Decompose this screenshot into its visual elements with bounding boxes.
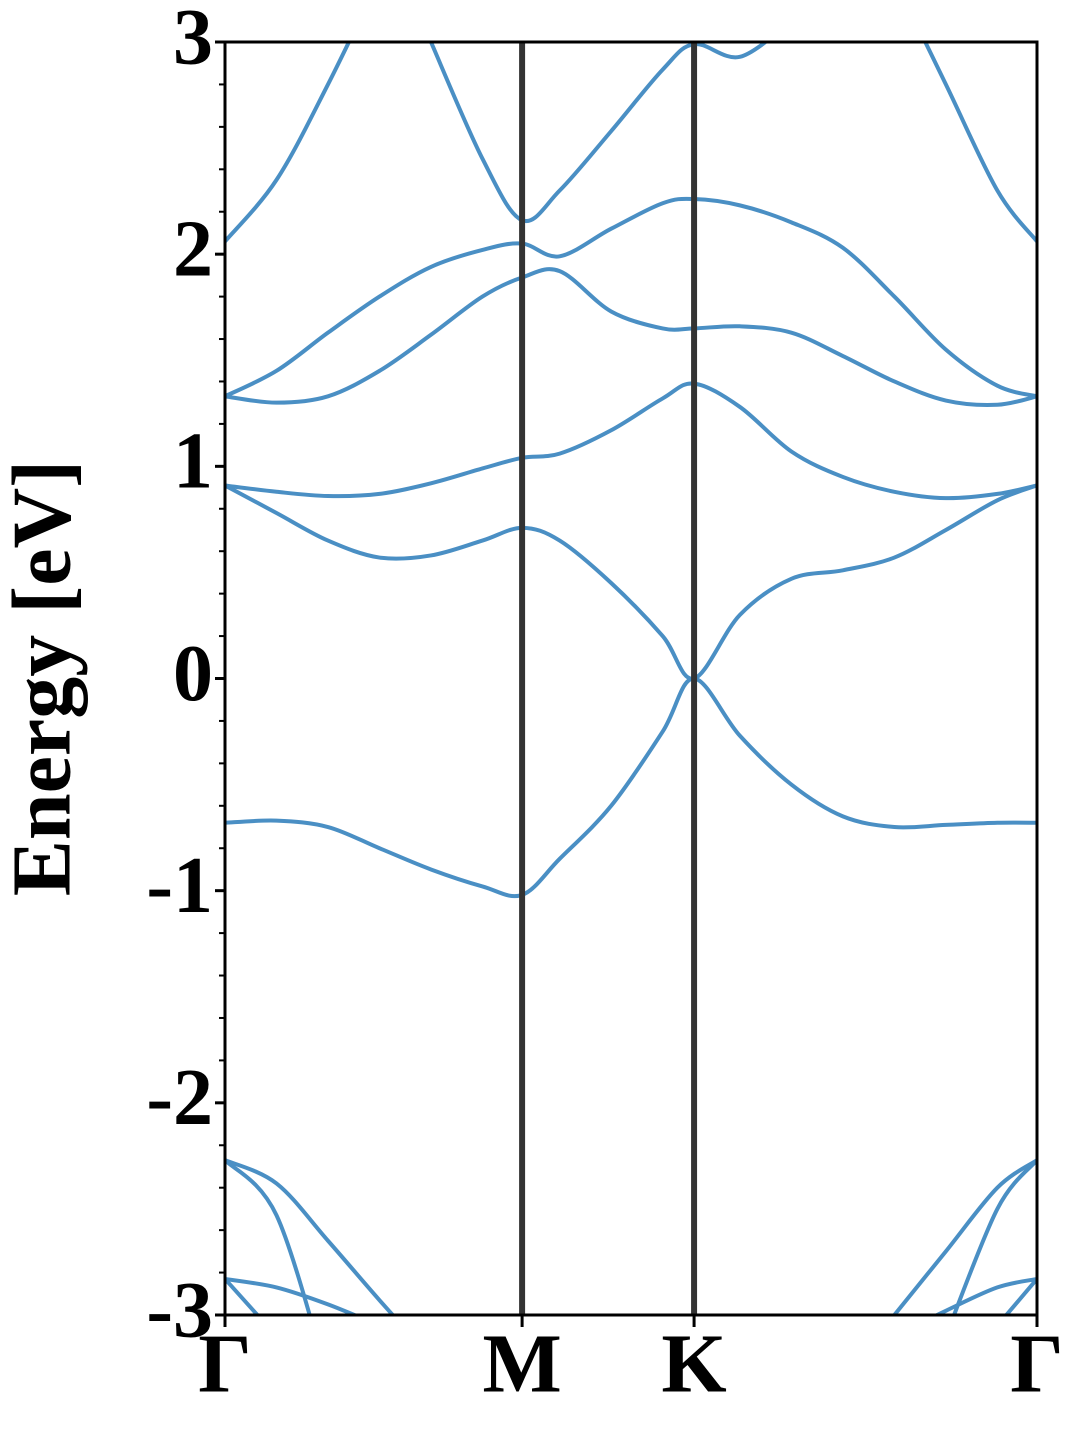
x-tick-label: Γ	[198, 1317, 251, 1410]
band-line	[225, 1277, 1037, 1315]
band-line	[225, 1276, 1037, 1315]
y-tick-label: 1	[173, 418, 213, 506]
band-line	[225, 196, 1037, 399]
band-line	[225, 1158, 1037, 1315]
plot-area	[225, 42, 1037, 1315]
y-axis-label: Energy [eV]	[0, 460, 88, 896]
y-tick-label: -2	[146, 1054, 213, 1142]
band-line	[225, 1158, 1037, 1315]
x-tick-label: M	[482, 1317, 561, 1410]
x-tick-label: Γ	[1010, 1317, 1063, 1410]
y-tick-label: -3	[146, 1266, 213, 1354]
y-tick-label: -1	[146, 842, 213, 930]
plot-frame	[223, 40, 1039, 1317]
band-line	[225, 381, 1037, 501]
y-tick-label: 0	[173, 630, 213, 718]
band-line	[225, 42, 1037, 243]
band-line	[225, 483, 1037, 681]
y-tick-label: 2	[173, 206, 213, 294]
band-line	[225, 267, 1037, 407]
band-line	[429, 42, 769, 224]
band-line	[225, 676, 1037, 899]
y-tick-label: 3	[173, 0, 213, 81]
x-tick-label: K	[661, 1317, 726, 1410]
